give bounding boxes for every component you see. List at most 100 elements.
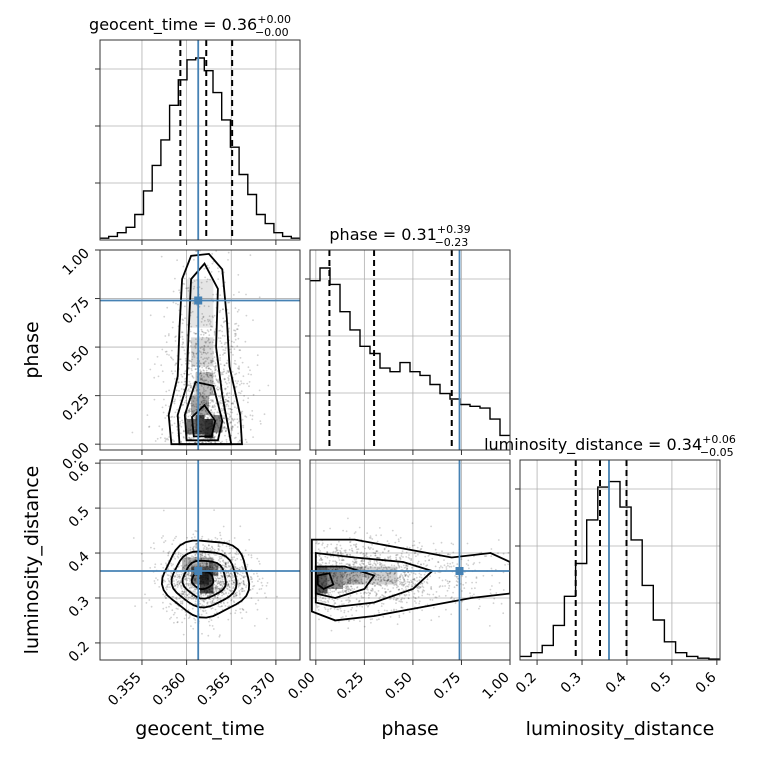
sample-point <box>226 566 228 569</box>
sample-point <box>352 571 355 574</box>
sample-point <box>257 580 259 583</box>
sample-point <box>326 545 328 548</box>
sample-point <box>341 585 344 588</box>
contour-line <box>183 380 224 442</box>
sample-point <box>434 572 437 574</box>
sample-point <box>191 369 193 372</box>
sample-point <box>210 387 213 390</box>
truth-marker <box>455 567 464 576</box>
sample-point <box>337 553 339 555</box>
sample-point <box>212 293 215 296</box>
sample-point <box>338 559 341 561</box>
sample-point <box>351 549 353 552</box>
sample-point <box>355 560 358 563</box>
sample-point <box>146 414 149 416</box>
sample-point <box>356 579 359 582</box>
x-tick-label: 0.370 <box>239 670 279 710</box>
x-axis-label-geocent_time: geocent_time <box>135 718 264 740</box>
sample-point <box>364 573 367 576</box>
sample-point <box>223 582 225 585</box>
sample-point <box>201 403 204 405</box>
sample-point <box>188 367 190 370</box>
sample-point <box>450 597 452 600</box>
sample-point <box>224 563 227 566</box>
sample-point <box>180 587 183 590</box>
sample-point <box>346 563 349 565</box>
sample-point <box>395 558 398 561</box>
sample-point <box>227 378 230 380</box>
sample-point <box>189 359 191 362</box>
sample-point <box>194 387 197 389</box>
sample-point <box>224 434 226 437</box>
sample-point <box>368 576 370 578</box>
sample-point <box>237 432 240 435</box>
sample-point <box>179 420 181 423</box>
sample-point <box>395 602 397 604</box>
sample-point <box>352 563 355 566</box>
sample-point <box>199 394 202 397</box>
sample-point <box>219 534 222 537</box>
sample-point <box>400 582 402 585</box>
sample-point <box>176 576 179 579</box>
sample-point <box>209 392 212 395</box>
sample-point <box>379 561 381 564</box>
sample-point <box>445 608 447 611</box>
sample-point <box>228 586 231 588</box>
sample-point <box>201 562 204 564</box>
sample-point <box>250 578 252 581</box>
sample-point <box>227 584 230 586</box>
sample-point <box>188 410 191 413</box>
sample-point <box>425 565 427 567</box>
density-cell <box>186 418 196 435</box>
sample-point <box>229 348 232 351</box>
sample-point <box>400 552 403 555</box>
sample-point <box>150 605 153 608</box>
sample-point <box>320 557 322 559</box>
sample-point <box>230 351 232 354</box>
sample-point <box>408 581 411 584</box>
sample-point <box>338 540 340 543</box>
sample-point <box>432 542 435 545</box>
sample-point <box>215 573 218 575</box>
sample-point <box>237 324 240 327</box>
sample-point <box>187 562 190 565</box>
sample-point <box>187 373 190 376</box>
sample-point <box>338 591 341 593</box>
sample-point <box>230 559 233 561</box>
sample-point <box>400 581 403 584</box>
sample-point <box>498 582 501 584</box>
sample-point <box>406 567 408 570</box>
sample-point <box>192 352 195 355</box>
sample-point <box>330 629 333 632</box>
sample-point <box>329 589 332 591</box>
sample-point <box>210 380 212 382</box>
sample-point <box>230 408 233 411</box>
sample-point <box>367 546 370 549</box>
sample-point <box>413 578 416 581</box>
sample-point <box>316 541 318 543</box>
sample-point <box>223 422 226 425</box>
sample-point <box>382 574 384 577</box>
sample-point <box>194 441 196 444</box>
sample-point <box>207 356 210 359</box>
sample-point <box>228 413 231 416</box>
sample-point <box>171 326 174 329</box>
sample-point <box>403 573 406 576</box>
sample-point <box>343 586 345 589</box>
sample-point <box>378 574 381 577</box>
sample-point <box>222 591 224 593</box>
panel-frame <box>99 39 301 241</box>
sample-point <box>235 385 238 388</box>
sample-point <box>218 401 221 403</box>
sample-point <box>236 382 239 385</box>
x-tick-label: 0.6 <box>693 669 720 696</box>
sample-point <box>203 347 206 350</box>
sample-point <box>213 371 216 374</box>
sample-point <box>201 554 204 557</box>
sample-point <box>218 582 221 585</box>
sample-point <box>346 585 349 587</box>
sample-point <box>470 587 473 590</box>
sample-point <box>185 548 188 551</box>
sample-point <box>213 436 216 439</box>
histogram-bar <box>310 281 320 450</box>
